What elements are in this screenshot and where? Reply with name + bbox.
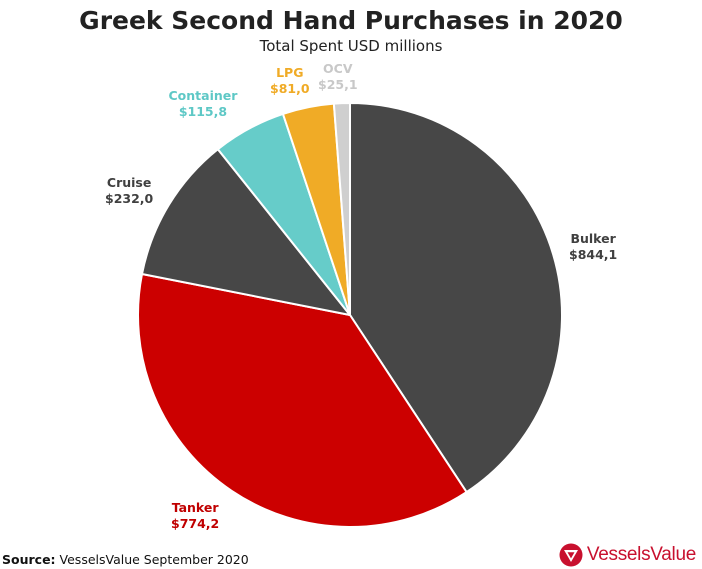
slice-value: $25,1 (318, 77, 358, 92)
slice-value: $115,8 (178, 104, 228, 119)
source-text: VesselsValue September 2020 (59, 552, 249, 567)
slice-label-bulker: Bulker $844,1 (569, 231, 617, 263)
slice-value: $844,1 (569, 247, 618, 262)
slice-value: $81,0 (270, 81, 310, 96)
slice-name: Tanker (171, 500, 219, 515)
slice-name: OCV (323, 61, 353, 76)
slice-name: Bulker (570, 231, 616, 246)
pie-slice-ocv (332, 101, 351, 316)
slice-name: Cruise (106, 175, 152, 190)
slice-name: LPG (276, 65, 304, 80)
logo-text: VesselsValue (586, 544, 696, 565)
chart-subtitle: Total Spent USD millions (259, 37, 443, 55)
pie-slice-cruise (141, 148, 351, 316)
slice-value: $232,0 (105, 191, 154, 206)
pie-slice-tanker (137, 273, 468, 528)
vesselsvalue-logo: VesselsValue (559, 542, 696, 568)
slice-label-container: Container $115,8 (169, 88, 238, 120)
vesselsvalue-triangle-icon (559, 543, 583, 567)
slice-name: Container (168, 88, 238, 103)
chart-title: Greek Second Hand Purchases in 2020 (79, 6, 623, 35)
slice-label-ocv: OCV $25,1 (318, 61, 358, 93)
slice-value: $774,2 (171, 516, 220, 531)
source-note: Source: VesselsValue September 2020 (2, 552, 249, 567)
source-label: Source: (2, 552, 56, 567)
slice-label-cruise: Cruise $232,0 (105, 175, 153, 207)
slice-label-lpg: LPG $81,0 (270, 65, 310, 97)
slice-label-tanker: Tanker $774,2 (171, 500, 219, 532)
